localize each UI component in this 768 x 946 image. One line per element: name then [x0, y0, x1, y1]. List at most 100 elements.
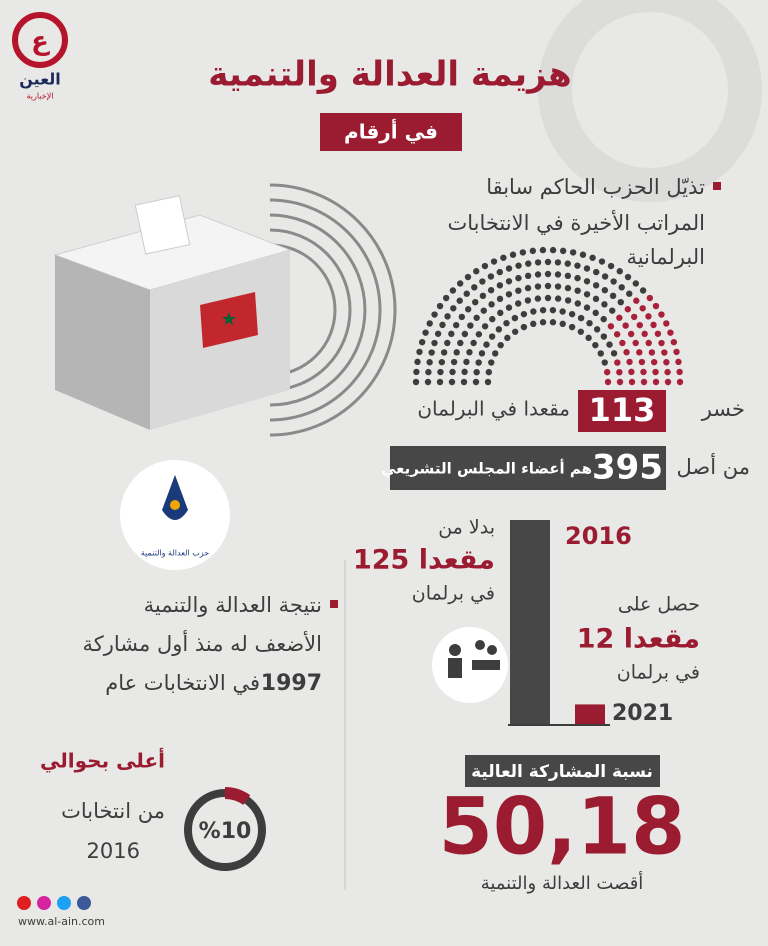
seat-dot	[623, 349, 630, 356]
seat-dot	[636, 321, 644, 329]
seat-dot	[624, 306, 632, 313]
seat-dot	[633, 297, 640, 304]
seat-dot	[534, 259, 542, 266]
seat-dot	[511, 314, 519, 322]
seats-chart: 2016 2021	[510, 520, 673, 726]
seat-dot	[438, 358, 446, 366]
lost-seats: 113	[589, 391, 656, 429]
seat-dot	[593, 268, 600, 276]
seat-dot	[460, 378, 468, 386]
logo-mark: ع	[31, 27, 50, 57]
seat-dot	[661, 349, 668, 356]
seat-dot	[472, 298, 479, 306]
seat-dot	[524, 284, 532, 292]
seat-dot	[463, 290, 470, 297]
seat-dot	[616, 314, 623, 321]
before-seats: 125 مقعدا	[353, 545, 495, 576]
seat-dot	[559, 308, 566, 315]
seat-dot	[559, 247, 567, 255]
seat-dot	[434, 330, 442, 337]
seat-dot	[639, 305, 646, 312]
seat-dot	[515, 287, 522, 294]
seat-dot	[632, 339, 639, 347]
seat-dot	[481, 262, 489, 270]
seat-dot	[505, 291, 513, 298]
seat-dot	[525, 260, 532, 267]
seat-dot	[426, 320, 433, 327]
seat-dot	[520, 310, 528, 318]
seat-dot	[475, 359, 482, 366]
seat-dot	[496, 268, 503, 276]
seat-dot	[479, 292, 487, 300]
seat-dot	[583, 291, 591, 298]
social-icons	[17, 896, 91, 910]
point1-line: البرلمانية	[626, 245, 705, 269]
seat-dot	[559, 320, 566, 328]
point2-line: نتيجة العدالة والتنمية	[144, 593, 322, 617]
seat-dot	[626, 290, 633, 297]
seat-dot	[489, 315, 496, 323]
seat-dot	[428, 349, 435, 356]
seat-dot	[676, 368, 683, 376]
seat-dot	[549, 306, 557, 314]
seat-dot	[616, 268, 623, 275]
donut-arc	[224, 787, 251, 806]
lost-suffix: مقعدا في البرلمان	[417, 397, 570, 422]
seat-dot	[610, 278, 617, 285]
seat-dot	[473, 268, 480, 275]
change-year: 2016	[87, 839, 140, 863]
seat-dot	[614, 359, 621, 366]
seat-dot	[636, 349, 643, 356]
seat-dot	[554, 295, 562, 302]
seat-dot	[418, 338, 426, 346]
seat-dot	[515, 274, 522, 282]
seat-dot	[500, 254, 507, 261]
seat-dot	[579, 251, 587, 258]
seat-dot	[515, 300, 522, 307]
ballot-illustration: ★	[53, 183, 397, 437]
lost-box	[578, 390, 666, 432]
seat-dot	[554, 271, 562, 278]
seat-dot	[422, 329, 429, 336]
seat-dot	[519, 249, 527, 256]
seat-dot	[487, 273, 495, 280]
seat-dot	[488, 359, 495, 366]
seat-dot	[436, 302, 444, 310]
seat-dot	[524, 297, 532, 304]
seat-dot	[463, 358, 470, 366]
total-prefix: من أصل	[677, 453, 750, 479]
seat-dot	[658, 311, 665, 318]
seat-dot	[431, 311, 438, 318]
change-from: من انتخابات	[61, 799, 165, 823]
seat-dot	[412, 378, 420, 386]
seat-dot	[485, 368, 493, 376]
seat-dot	[554, 259, 562, 266]
seat-dot	[604, 378, 612, 386]
seat-dot	[630, 313, 638, 321]
turnout-caption: أقصت العدالة والتنمية	[481, 871, 644, 894]
seat-dot	[544, 270, 552, 278]
seat-dot	[592, 282, 600, 289]
seat-bar	[575, 704, 605, 724]
seat-dot	[450, 358, 458, 366]
seat-dot	[496, 282, 504, 289]
after-lead: حصل على	[618, 594, 700, 616]
seat-dot	[484, 378, 492, 386]
seat-dot	[645, 339, 652, 347]
seat-dot	[478, 350, 486, 357]
seat-dot	[449, 287, 457, 294]
seat-dot	[652, 302, 660, 310]
seat-dot	[480, 307, 487, 314]
seat-dot	[414, 358, 421, 366]
seat-dot	[564, 297, 572, 304]
seat-dot	[424, 378, 432, 386]
seat-dot	[670, 338, 678, 346]
point1-line: تذيّل الحزب الحاكم سابقا	[486, 175, 705, 200]
seat-dot	[439, 321, 446, 329]
seat-dot	[505, 304, 513, 311]
seat-dot	[617, 298, 624, 306]
turnout-title: نسبة المشاركة العالية	[471, 762, 653, 782]
seat-dot	[539, 246, 547, 254]
year-label: 2016	[565, 522, 632, 550]
seat-dot	[529, 247, 537, 255]
